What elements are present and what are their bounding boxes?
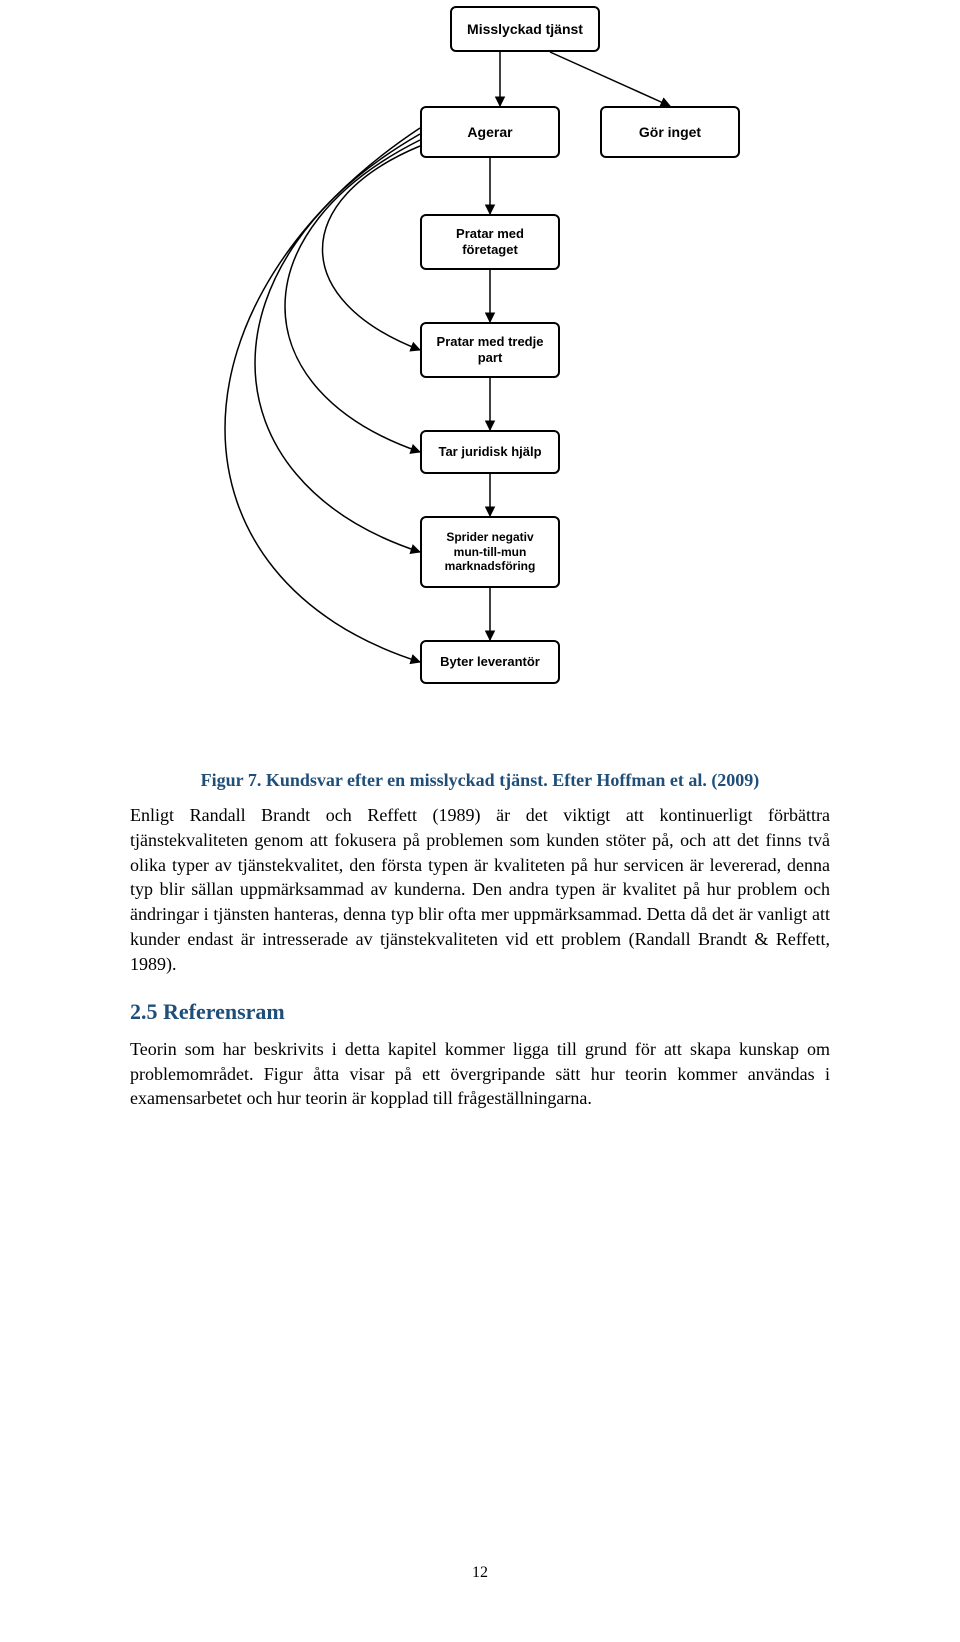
figure-caption-text: Figur 7. Kundsvar efter en misslyckad tj… (201, 770, 760, 790)
section-heading: 2.5 Referensram (130, 999, 830, 1025)
flowchart-curve-act-wom (255, 134, 420, 552)
flowchart-node-act: Agerar (420, 106, 560, 158)
flowchart-node-switch: Byter leverantör (420, 640, 560, 684)
figure-caption: Figur 7. Kundsvar efter en misslyckad tj… (130, 770, 830, 791)
document-page: Misslyckad tjänst Agerar Gör inget Pratar m… (0, 0, 960, 1642)
flowchart-node-fail: Misslyckad tjänst (450, 6, 600, 52)
flowchart-node-none: Gör inget (600, 106, 740, 158)
flowchart-curve-act-legal (285, 140, 420, 452)
flowchart-curve-act-switch (225, 128, 420, 662)
flowchart-diagram: Misslyckad tjänst Agerar Gör inget Pratar m… (130, 0, 830, 760)
paragraph-1: Enligt Randall Brandt och Reffett (1989)… (130, 803, 830, 977)
flowchart-node-talk1: Pratar med företaget (420, 214, 560, 270)
flowchart-node-talk3: Pratar med tredje part (420, 322, 560, 378)
flowchart-edge-fail-none (550, 52, 670, 106)
page-number: 12 (0, 1564, 960, 1582)
flowchart-node-wom: Sprider negativ mun-till-mun marknadsför… (420, 516, 560, 588)
flowchart-node-legal: Tar juridisk hjälp (420, 430, 560, 474)
flowchart-curve-act-talk3 (323, 146, 421, 350)
paragraph-2: Teorin som har beskrivits i detta kapite… (130, 1037, 830, 1111)
